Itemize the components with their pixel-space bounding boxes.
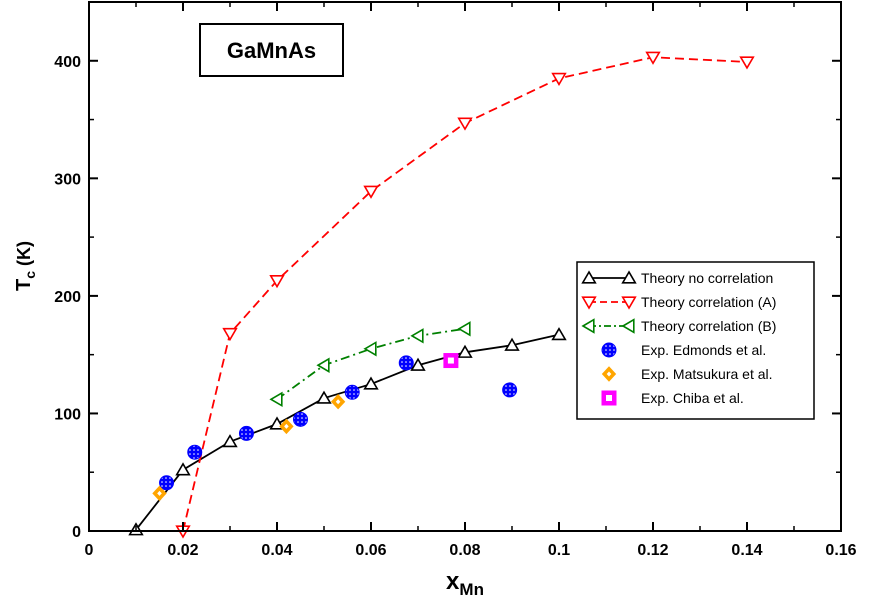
- legend-label: Exp. Matsukura et al.: [641, 366, 773, 382]
- legend-label: Theory correlation (A): [641, 294, 776, 310]
- legend-marker-inner: [606, 395, 612, 401]
- series-5-point: [443, 353, 459, 369]
- series-2: [269, 321, 471, 408]
- series-1-point: [457, 117, 473, 131]
- series-2-line: [276, 327, 466, 401]
- series-4-point: [279, 418, 294, 435]
- series-5: [443, 353, 459, 369]
- x-tick-label: 0.08: [449, 542, 480, 559]
- legend-marker: [621, 270, 637, 284]
- series-1-point: [739, 56, 755, 70]
- x-axis-title: xMn: [446, 568, 484, 598]
- legend-marker: [601, 390, 617, 406]
- series-0-point: [316, 390, 332, 404]
- axis-ticks: 0 0.02 0.04 0.06 0.08 0.1 0.12 0.14 0.16 0 100 200 3…: [54, 2, 857, 559]
- series-5-point-inner: [447, 357, 454, 364]
- series-3-point: [187, 444, 203, 460]
- inset-label: GaMnAs: [227, 38, 316, 63]
- series-0-point: [363, 376, 379, 390]
- series-2-point: [410, 328, 424, 344]
- series-1-point: [222, 327, 238, 342]
- legend-marker: [581, 296, 597, 310]
- legend-marker: [601, 366, 617, 382]
- legend-label: Theory correlation (B): [641, 318, 776, 334]
- legend: Theory no correlation Theory correlation …: [576, 261, 815, 420]
- y-tick-label: 200: [54, 289, 81, 306]
- series-0-point: [504, 337, 520, 351]
- series-0-point: [175, 462, 191, 476]
- x-tick-label: 0.06: [355, 542, 386, 559]
- series-0-point: [222, 434, 238, 448]
- legend-label: Exp. Edmonds et al.: [641, 342, 766, 358]
- x-tick-label: 0.14: [731, 542, 762, 559]
- x-axis-title-main: x: [446, 568, 460, 595]
- series-1-point: [645, 51, 661, 65]
- legend-marker: [581, 318, 595, 334]
- x-tick-label: 0.1: [548, 542, 570, 559]
- legend-marker: [601, 342, 617, 358]
- x-axis-title-sub: Mn: [459, 580, 484, 598]
- legend-entry-3: Exp. Edmonds et al.: [601, 342, 766, 358]
- series-3-point: [238, 425, 254, 441]
- series-0: [128, 327, 567, 536]
- legend-entry-4: Exp. Matsukura et al.: [601, 366, 773, 382]
- series-0-line: [135, 333, 560, 531]
- series-3-point: [159, 475, 175, 491]
- legend-items: Theory no correlation Theory correlation …: [581, 270, 776, 406]
- series-4-point-inner: [335, 399, 341, 405]
- y-tick-label: 100: [54, 406, 81, 423]
- series-2-point: [269, 391, 283, 408]
- y-axis-title-sub: c: [22, 271, 38, 279]
- y-axis-title-unit: (K): [14, 241, 34, 271]
- inset-label-frame: [199, 23, 344, 77]
- series-1-point: [551, 72, 567, 86]
- series-3-point: [344, 384, 360, 400]
- series-1-point: [363, 185, 379, 199]
- x-tick-label: 0.12: [637, 542, 668, 559]
- series-0-point: [457, 344, 473, 358]
- x-tick-label: 0.02: [167, 542, 198, 559]
- y-tick-label: 0: [72, 524, 81, 541]
- series-1-line: [182, 56, 748, 532]
- series-3-point: [502, 382, 518, 398]
- series-4-point-inner: [157, 490, 162, 496]
- x-tick-label: 0: [85, 542, 94, 559]
- series-0-point: [551, 327, 567, 341]
- y-axis-title-main: T: [13, 279, 35, 291]
- legend-marker: [581, 270, 597, 284]
- legend-entry-0: Theory no correlation: [581, 270, 773, 286]
- legend-label: Theory no correlation: [641, 270, 773, 286]
- series-3-point: [398, 355, 414, 371]
- legend-marker: [621, 318, 635, 334]
- y-tick-label: 300: [54, 171, 81, 188]
- series-2-point: [363, 341, 377, 357]
- series-4-point: [330, 393, 346, 410]
- y-axis-title: Tc (K): [13, 241, 38, 291]
- series-4: [152, 393, 346, 502]
- series-4-point: [152, 485, 167, 502]
- inset-label-box: GaMnAs: [199, 23, 344, 77]
- y-tick-label: 400: [54, 54, 81, 71]
- legend-entry-5: Exp. Chiba et al.: [601, 390, 744, 406]
- series-2-point: [316, 357, 330, 373]
- x-tick-label: 0.16: [825, 542, 856, 559]
- legend-label: Exp. Chiba et al.: [641, 390, 744, 406]
- x-tick-label: 0.04: [261, 542, 292, 559]
- series-1-point: [269, 275, 285, 289]
- series-2-point: [457, 321, 471, 337]
- legend-entry-2: Theory correlation (B): [581, 318, 776, 334]
- series-4-point-inner: [284, 423, 289, 429]
- series-3: [159, 355, 518, 491]
- series-3-point: [293, 411, 308, 427]
- legend-entry-1: Theory correlation (A): [581, 294, 776, 310]
- series-0-point: [410, 357, 426, 371]
- legend-marker: [621, 296, 637, 310]
- legend-marker-inner: [606, 371, 612, 377]
